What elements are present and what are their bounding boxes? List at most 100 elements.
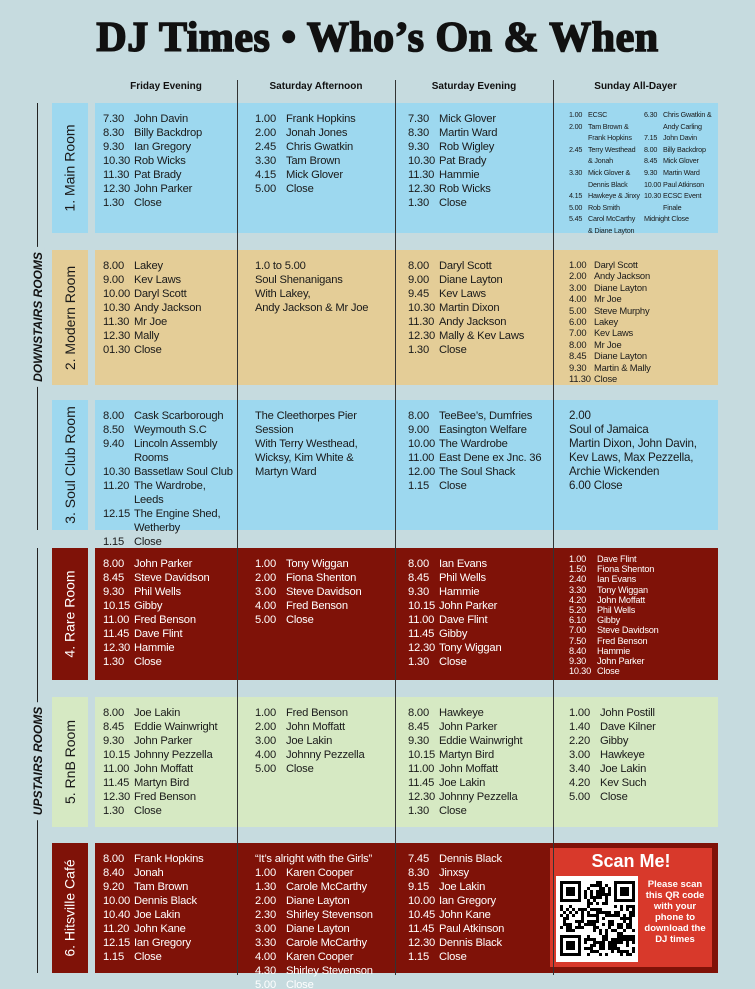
entry-time: 4.15 xyxy=(255,169,276,181)
entry-act: Lincoln Assembly Rooms xyxy=(134,438,218,464)
entry-time: 1.30 xyxy=(103,197,124,209)
schedule-entry: 11.30 Andy Jackson xyxy=(408,315,550,329)
qr-module xyxy=(584,893,587,896)
qr-module xyxy=(626,950,629,953)
entry-time: 6.00 xyxy=(569,316,587,328)
qr-module xyxy=(596,911,599,914)
qr-module xyxy=(584,923,587,926)
qr-module xyxy=(632,887,635,890)
schedule-entry: 12.30 Fred Benson xyxy=(103,790,234,804)
schedule-cell: “It’s alright with the Girls” 1.00 Karen C… xyxy=(255,852,392,989)
entry-time: 1.00 xyxy=(255,707,276,719)
qr-module xyxy=(620,932,623,935)
entry-act: Gibby xyxy=(439,628,468,640)
qr-module xyxy=(569,947,572,950)
qr-module xyxy=(599,932,602,935)
qr-module xyxy=(590,902,593,905)
entry-time: 8.45 xyxy=(644,156,658,166)
entry-time: 1.30 xyxy=(408,805,429,817)
entry-act: John Parker xyxy=(597,656,645,667)
schedule-entry: 10.15 John Parker xyxy=(408,599,550,613)
qr-module xyxy=(632,899,635,902)
qr-module xyxy=(578,908,581,911)
schedule-cell: 1.00 ECSC 2.00 Tam Brown & Frank Hopkins 2.4… xyxy=(569,109,715,237)
qr-module xyxy=(623,890,626,893)
qr-module xyxy=(602,917,605,920)
schedule-entry: 2.00 Diane Layton xyxy=(255,894,392,908)
entry-act: Tony Wiggan xyxy=(597,584,648,595)
qr-module xyxy=(563,881,566,884)
entry-time: 2.00 xyxy=(255,127,276,139)
qr-panel: Scan Me! Please scan this QR code with yo… xyxy=(550,848,712,967)
entry-act: Steve Davidson xyxy=(286,586,362,598)
entry-act: Mr Joe xyxy=(134,316,167,328)
qr-module xyxy=(605,893,608,896)
qr-module xyxy=(623,887,626,890)
entry-act: Fred Benson xyxy=(134,614,196,626)
qr-module xyxy=(602,938,605,941)
entry-time: 11.20 xyxy=(103,480,130,492)
entry-act: ECSC xyxy=(588,110,608,119)
entry-act: Eddie Wainwright xyxy=(439,735,523,747)
schedule-entry: 1.30 Close xyxy=(408,804,550,818)
entry-act: Johnny Pezzella xyxy=(134,749,213,761)
qr-module xyxy=(569,905,572,908)
entry-time: 7.30 xyxy=(103,113,124,125)
entry-time: 9.30 xyxy=(569,656,587,667)
qr-module xyxy=(569,929,572,932)
entry-act: Close xyxy=(594,373,617,385)
qr-module xyxy=(602,923,605,926)
qr-module xyxy=(608,911,611,914)
entry-time: 5.45 xyxy=(569,214,583,224)
qr-module xyxy=(614,884,617,887)
qr-module xyxy=(572,887,575,890)
schedule-entry: 5.00 Close xyxy=(569,790,715,804)
entry-act: Ian Evans xyxy=(597,574,637,585)
qr-module xyxy=(581,926,584,929)
entry-time: 10.00 xyxy=(644,179,661,189)
qr-module xyxy=(575,911,578,914)
qr-module xyxy=(605,929,608,932)
qr-module xyxy=(626,953,629,956)
qr-module xyxy=(605,896,608,899)
qr-module xyxy=(629,914,632,917)
qr-module xyxy=(566,908,569,911)
entry-time: 11.00 xyxy=(103,763,130,775)
schedule-entry: 4.15 Hawkeye & Jinxy xyxy=(569,190,640,202)
entry-time: 12.30 xyxy=(408,791,435,803)
entry-time: 8.30 xyxy=(408,127,429,139)
qr-module xyxy=(596,917,599,920)
qr-module xyxy=(617,914,620,917)
schedule-entry: 3.30 Mick Glover & Dennis Black xyxy=(569,167,640,190)
schedule-entry: 1.30 Close xyxy=(103,655,234,669)
day-header: Saturday Evening xyxy=(431,81,517,92)
schedule-entry: 3.30 Carole McCarthy xyxy=(255,936,392,950)
qr-module xyxy=(632,896,635,899)
schedule-entry: 9.30 Rob Wigley xyxy=(408,140,550,154)
schedule-entry: 9.30 Hammie xyxy=(408,585,550,599)
qr-module xyxy=(596,941,599,944)
entry-time: 2.45 xyxy=(569,144,583,154)
schedule-entry: 4.00 Karen Cooper xyxy=(255,950,392,964)
entry-act: John Moffatt xyxy=(134,763,193,775)
schedule-entry: 3.00 Joe Lakin xyxy=(255,734,392,748)
qr-module xyxy=(620,908,623,911)
schedule-entry: 9.40 Lincoln Assembly Rooms xyxy=(103,437,234,465)
qr-module xyxy=(560,941,563,944)
entry-act: Billy Backdrop xyxy=(663,144,706,154)
entry-time: 11.30 xyxy=(408,169,435,181)
entry-act: Fred Benson xyxy=(286,600,348,612)
qr-module xyxy=(575,935,578,938)
qr-module xyxy=(620,938,623,941)
entry-time: 9.40 xyxy=(103,438,124,450)
qr-module xyxy=(605,911,608,914)
entry-time: 9.15 xyxy=(408,881,429,893)
entry-time: 9.45 xyxy=(408,288,429,300)
schedule-entry: 2.30 Shirley Stevenson xyxy=(255,908,392,922)
qr-module xyxy=(611,950,614,953)
schedule-cell: 1.00 Frank Hopkins 2.00 Jonah Jones 2.45 Chri… xyxy=(255,112,392,196)
schedule-entry: 8.50 Weymouth S.C xyxy=(103,423,234,437)
entry-time: 11.00 xyxy=(408,452,435,464)
qr-module xyxy=(587,947,590,950)
qr-heading: Scan Me! xyxy=(591,851,671,871)
